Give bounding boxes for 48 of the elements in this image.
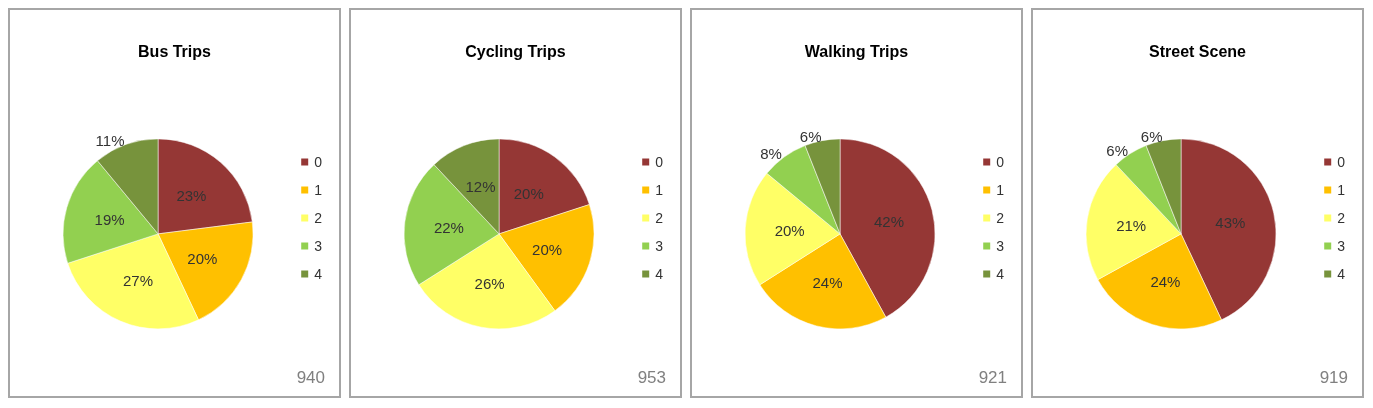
data-label: 8% [760, 145, 782, 163]
legend-label: 0 [314, 154, 323, 170]
legend-label: 0 [1337, 154, 1346, 170]
legend-label: 4 [314, 266, 323, 282]
data-label: 20% [774, 222, 805, 240]
legend-label: 3 [1337, 238, 1346, 254]
legend-label: 0 [996, 154, 1005, 170]
legend-label: 1 [314, 182, 323, 198]
legend-label: 2 [655, 210, 664, 226]
legend-label: 3 [996, 238, 1005, 254]
data-label: 22% [433, 219, 464, 237]
legend-label: 3 [655, 238, 664, 254]
data-label: 6% [799, 128, 822, 146]
legend-label: 4 [1337, 266, 1346, 282]
data-label: 12% [465, 178, 496, 196]
data-label: 20% [532, 240, 563, 258]
chart-title: Walking Trips [804, 42, 909, 60]
data-label: 20% [187, 249, 218, 267]
data-label: 19% [94, 211, 125, 229]
chart-title: Bus Trips [138, 42, 212, 60]
legend-label: 2 [314, 210, 323, 226]
data-label: 21% [1116, 217, 1147, 235]
text: 919 [1319, 368, 1349, 387]
legend-label: 1 [1337, 182, 1346, 198]
chart-title: Cycling Trips [465, 42, 566, 60]
legend-label: 0 [655, 154, 664, 170]
data-label: 24% [1150, 273, 1181, 291]
legend-label: 2 [996, 210, 1005, 226]
data-label: 11% [95, 132, 125, 150]
legend-label: 1 [655, 182, 664, 198]
legend-label: 4 [996, 266, 1005, 282]
legend-label: 1 [996, 182, 1005, 198]
chart-title: Street Scene [1149, 42, 1247, 60]
data-label: 20% [513, 184, 544, 202]
data-label: 42% [873, 212, 904, 230]
data-label: 27% [122, 271, 154, 289]
data-label: 43% [1215, 214, 1246, 232]
data-label: 26% [474, 274, 505, 292]
legend-label: 4 [655, 266, 664, 282]
data-label: 6% [1106, 141, 1128, 159]
text: 953 [637, 368, 667, 387]
data-label: 6% [1140, 128, 1163, 146]
legend-label: 3 [314, 238, 323, 254]
data-label: 24% [812, 274, 843, 292]
legend-label: 2 [1337, 210, 1346, 226]
data-label: 23% [176, 187, 207, 205]
text: 940 [296, 368, 326, 387]
text: 921 [978, 368, 1008, 387]
